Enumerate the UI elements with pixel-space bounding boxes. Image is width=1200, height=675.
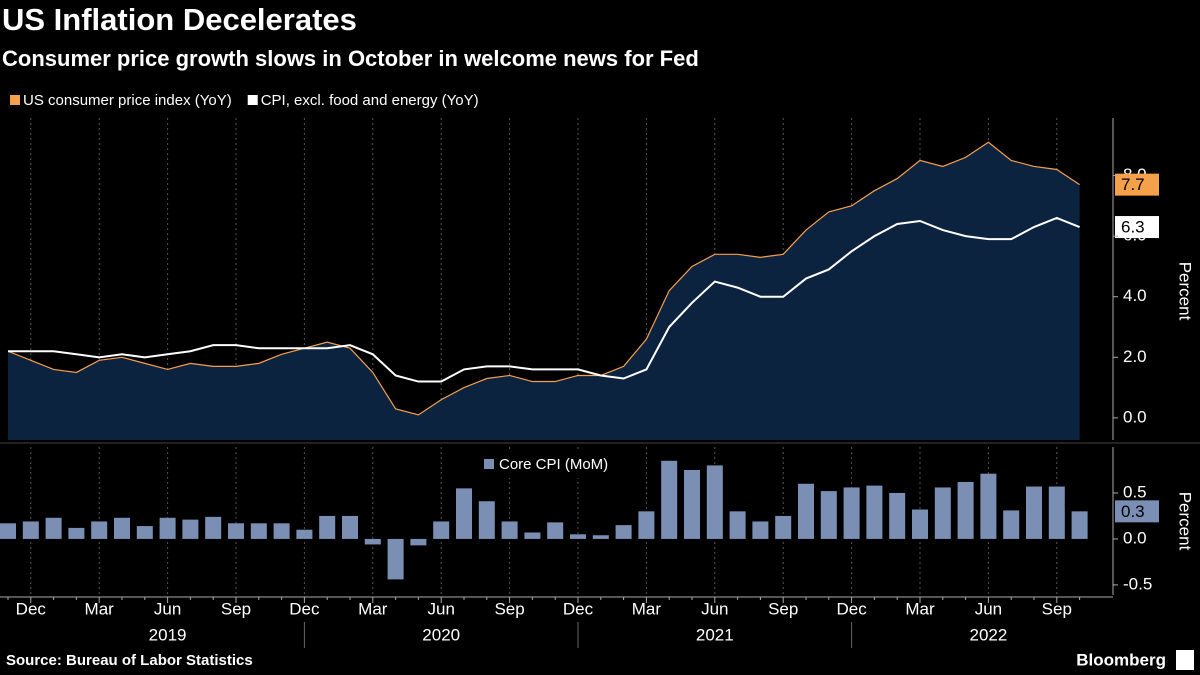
- bar: [319, 515, 336, 539]
- bar: [729, 511, 746, 539]
- bar: [136, 526, 153, 539]
- x-tick-label: Mar: [632, 599, 662, 618]
- bar: [45, 517, 62, 539]
- year-label: 2020: [422, 625, 460, 644]
- y-axis-label: Percent: [1176, 492, 1195, 551]
- x-tick-label: Jun: [154, 599, 181, 618]
- bar: [410, 538, 427, 546]
- chart-title: US Inflation Decelerates: [2, 2, 357, 37]
- x-tick-label: Dec: [836, 599, 867, 618]
- x-tick-label: Dec: [563, 599, 594, 618]
- bar: [296, 529, 313, 539]
- x-tick-label: Sep: [1042, 599, 1072, 618]
- bar: [228, 523, 244, 539]
- bar: [159, 517, 176, 539]
- y-tick-label: 0.0: [1123, 528, 1147, 547]
- area: [8, 142, 1080, 440]
- legend-swatch: [10, 95, 20, 105]
- end-label-box: [1115, 173, 1159, 196]
- x-tick-label: Sep: [221, 599, 251, 618]
- x-tick-label: Mar: [358, 599, 388, 618]
- bar: [934, 487, 951, 539]
- year-label: 2019: [149, 625, 187, 644]
- bar: [387, 538, 404, 580]
- source: Source: Bureau of Labor Statistics: [6, 652, 253, 669]
- bar: [592, 535, 609, 539]
- bar: [205, 516, 222, 539]
- bar: [570, 534, 586, 539]
- brand: Bloomberg: [1076, 650, 1166, 669]
- legend-label: US consumer price index (YoY): [23, 92, 232, 109]
- x-tick-label: Jun: [701, 599, 728, 618]
- bar: [364, 538, 381, 545]
- bar: [342, 515, 358, 539]
- bar: [798, 483, 814, 539]
- bar: [866, 485, 883, 539]
- bar: [775, 515, 792, 539]
- x-tick-label: Sep: [494, 599, 524, 618]
- bar: [182, 519, 199, 539]
- legend-swatch: [484, 459, 494, 469]
- x-tick-label: Mar: [85, 599, 115, 618]
- end-label: 6.3: [1121, 218, 1145, 237]
- bar: [706, 465, 723, 539]
- legend-label: CPI, excl. food and energy (YoY): [261, 92, 479, 109]
- legend-label: Core CPI (MoM): [499, 456, 608, 473]
- y-tick-label: -0.5: [1123, 574, 1152, 593]
- x-tick-label: Dec: [289, 599, 320, 618]
- bar: [250, 523, 267, 539]
- x-tick-label: Mar: [905, 599, 935, 618]
- y-tick-label: 2.0: [1123, 347, 1147, 366]
- bar: [91, 521, 108, 539]
- bar: [1026, 486, 1042, 539]
- bar: [478, 501, 495, 539]
- bar: [501, 521, 518, 539]
- bar: [68, 527, 85, 539]
- bar: [889, 492, 906, 539]
- bar: [843, 487, 860, 539]
- bar: [661, 460, 678, 539]
- line: [7, 141, 1080, 416]
- bar: [456, 488, 472, 539]
- y-tick-label: 0.5: [1123, 482, 1147, 501]
- bar: [22, 521, 39, 539]
- brand-icon: [1176, 650, 1194, 670]
- bar: [684, 469, 700, 539]
- end-label-box: [1115, 216, 1159, 239]
- end-label: 0.3: [1121, 502, 1145, 521]
- bar: [524, 532, 541, 539]
- bar: [273, 523, 290, 539]
- bar: [1048, 486, 1065, 539]
- legend-box: [476, 452, 640, 478]
- bar: [980, 473, 997, 539]
- bar: [433, 521, 450, 539]
- bar: [912, 509, 928, 539]
- chart-subtitle: Consumer price growth slows in October i…: [2, 46, 699, 71]
- y-tick-label: 4.0: [1123, 286, 1147, 305]
- x-tick-label: Jun: [975, 599, 1002, 618]
- bar: [1003, 510, 1020, 539]
- year-label: 2022: [969, 625, 1007, 644]
- bar: [114, 517, 130, 539]
- bar: [638, 511, 655, 539]
- end-label-box: [1115, 500, 1159, 523]
- bar: [1071, 511, 1088, 539]
- legend-swatch: [247, 95, 258, 105]
- x-tick-label: Dec: [16, 599, 47, 618]
- year-label: 2021: [696, 625, 734, 644]
- bar: [752, 521, 769, 539]
- line: [8, 216, 1080, 383]
- bar: [615, 525, 632, 539]
- y-tick-label: 0.0: [1123, 407, 1147, 426]
- end-label: 7.7: [1121, 175, 1145, 194]
- bar: [820, 491, 837, 539]
- x-tick-label: Sep: [768, 599, 798, 618]
- bar: [547, 522, 564, 539]
- x-tick-label: Jun: [427, 599, 454, 618]
- bar: [957, 481, 974, 539]
- y-axis-label: Percent: [1176, 262, 1195, 321]
- bar: [0, 523, 16, 539]
